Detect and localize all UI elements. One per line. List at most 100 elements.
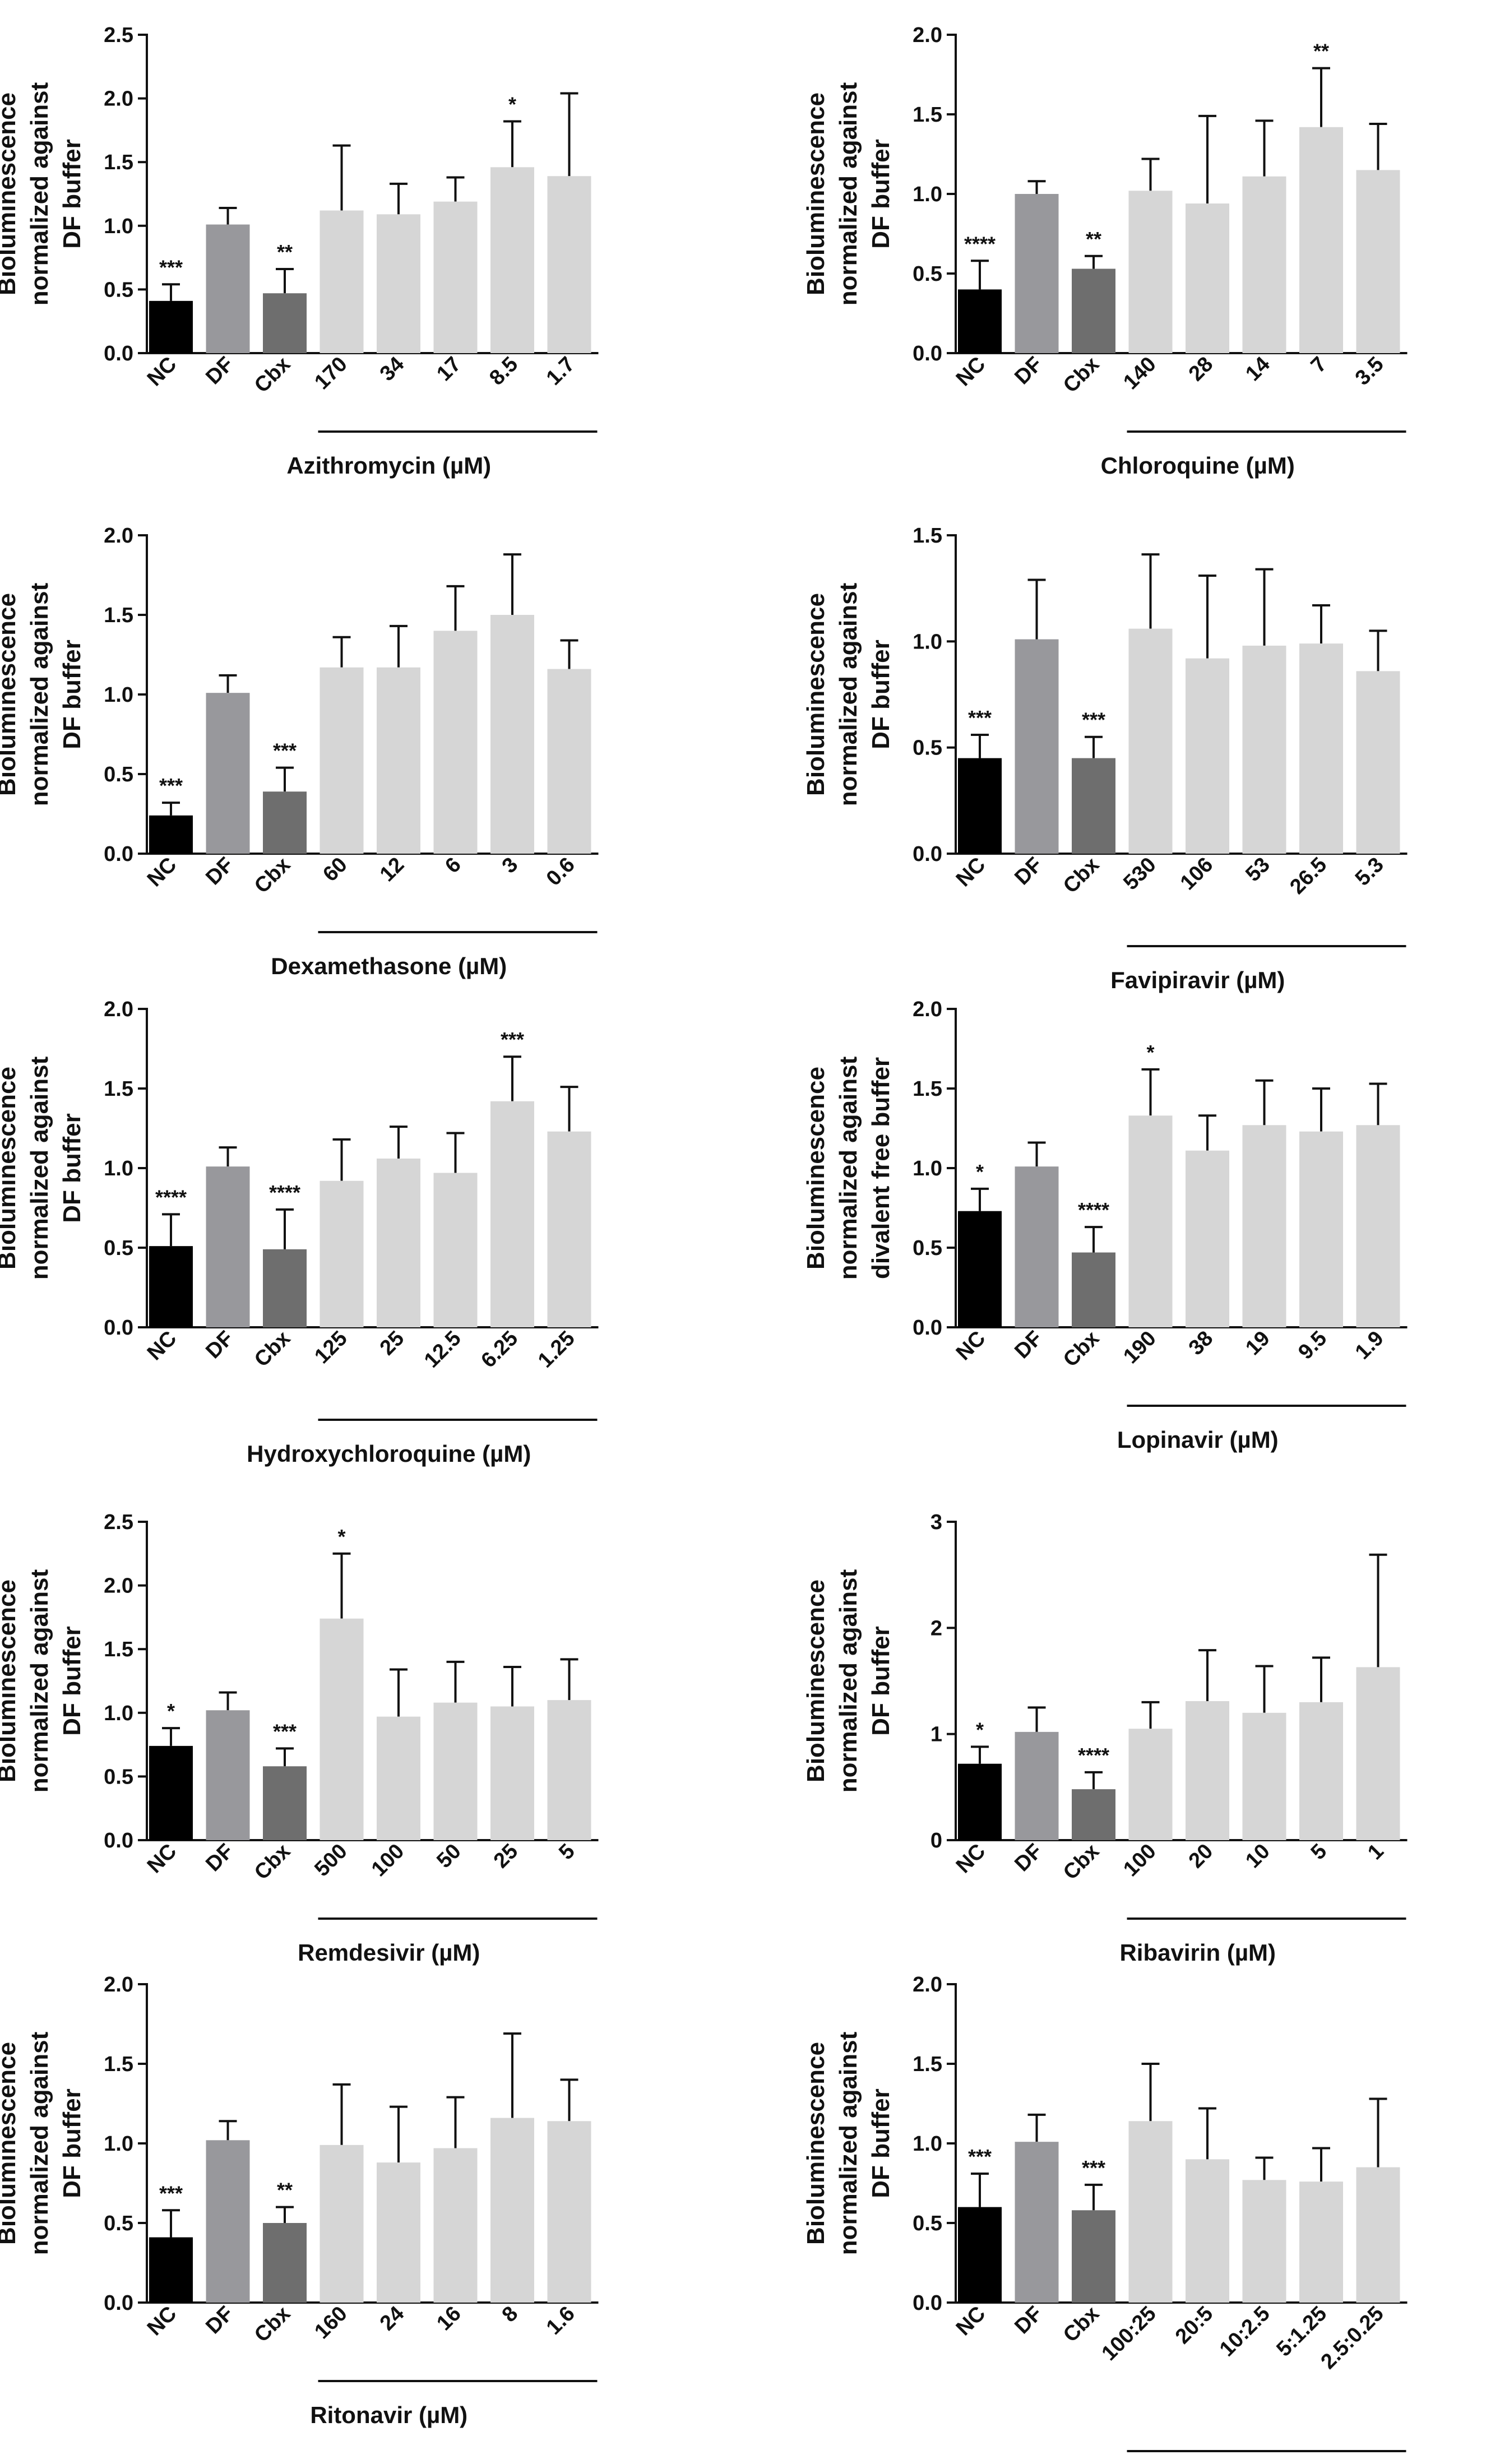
x-axis-title: Lopinavir (µM) bbox=[1117, 1426, 1279, 1453]
y-tick-label: 0.5 bbox=[104, 763, 133, 786]
bar-14 bbox=[1242, 176, 1286, 353]
x-category-label: Cbx bbox=[1059, 1327, 1104, 1372]
x-category-label: NC bbox=[143, 1840, 182, 1878]
y-tick-label: 0.5 bbox=[913, 1236, 942, 1260]
bar-100:25 bbox=[1128, 2121, 1173, 2303]
bar-20 bbox=[1186, 1701, 1229, 1840]
significance-marker: *** bbox=[1082, 708, 1105, 731]
bar-5 bbox=[1299, 1702, 1343, 1840]
y-tick-label: 0.5 bbox=[913, 262, 942, 286]
y-tick-label: 0.0 bbox=[913, 342, 942, 365]
bar-6 bbox=[433, 631, 478, 854]
bar-NC bbox=[958, 1763, 1002, 1840]
bar-NC bbox=[958, 758, 1002, 854]
bar-1.7 bbox=[547, 176, 591, 353]
chart-panel-7: 0.0 0.5 1.0 1.5 2.0 2.5 Bioluminescence normali… bbox=[0, 1511, 599, 1966]
x-category-label: 500 bbox=[310, 1840, 352, 1882]
bar-3 bbox=[490, 615, 534, 854]
bar-1.6 bbox=[547, 2121, 591, 2303]
x-category-label: 106 bbox=[1176, 853, 1218, 895]
significance-marker: * bbox=[167, 1699, 175, 1722]
bar-Cbx bbox=[263, 791, 307, 854]
y-axis-title-line: DF buffer bbox=[58, 1113, 86, 1223]
bar-53 bbox=[1242, 645, 1286, 854]
bar-2.5:0.25 bbox=[1356, 2167, 1400, 2303]
significance-marker: *** bbox=[501, 1028, 524, 1051]
y-tick-label: 2.0 bbox=[104, 1574, 133, 1598]
y-axis-title-line: Bioluminescence bbox=[802, 1580, 830, 1782]
y-tick-label: 1.0 bbox=[104, 1702, 133, 1725]
x-category-label: 2.5:0.25 bbox=[1317, 2302, 1388, 2374]
significance-marker: *** bbox=[968, 706, 992, 729]
y-axis-title-line: Bioluminescence bbox=[802, 92, 830, 295]
bar-106 bbox=[1186, 658, 1229, 854]
bar-DF bbox=[1015, 2142, 1059, 2303]
x-category-label: 100 bbox=[1119, 1840, 1161, 1882]
y-tick-label: 0.0 bbox=[104, 342, 133, 365]
significance-marker: *** bbox=[1082, 2156, 1105, 2179]
significance-marker: *** bbox=[159, 774, 183, 797]
x-category-label: 16 bbox=[432, 2302, 466, 2336]
y-axis-title: Bioluminescence normalized against DF buff… bbox=[0, 2031, 86, 2255]
y-tick-label: 0.5 bbox=[104, 278, 133, 302]
x-category-label: 12.5 bbox=[420, 1327, 466, 1373]
significance-marker: ** bbox=[277, 2179, 293, 2202]
significance-marker: *** bbox=[159, 256, 183, 279]
bar-NC bbox=[149, 2237, 193, 2303]
y-axis-title-line: DF buffer bbox=[867, 139, 895, 249]
y-tick-label: 1.5 bbox=[104, 2053, 133, 2076]
y-axis-title-line: Bioluminescence bbox=[0, 593, 21, 796]
x-category-label: NC bbox=[143, 1327, 182, 1365]
x-category-label: NC bbox=[143, 353, 182, 391]
x-category-label: 20:5 bbox=[1171, 2302, 1217, 2349]
x-category-label: 19 bbox=[1241, 1327, 1275, 1360]
y-tick-label: 1.0 bbox=[913, 1157, 942, 1180]
y-tick-label: 0.5 bbox=[104, 1236, 133, 1260]
x-category-label: 1.9 bbox=[1351, 1327, 1388, 1364]
y-axis-title-line: normalized against bbox=[835, 1056, 862, 1280]
bar-190 bbox=[1128, 1115, 1173, 1327]
x-category-label: 60 bbox=[318, 853, 352, 887]
x-category-label: DF bbox=[1010, 1327, 1047, 1364]
bar-DF bbox=[206, 224, 250, 353]
x-category-label: 5 bbox=[1307, 1840, 1332, 1865]
bar-DF bbox=[206, 693, 250, 854]
x-category-label: 53 bbox=[1241, 853, 1275, 887]
bar-0.6 bbox=[547, 669, 591, 854]
x-category-label: 125 bbox=[310, 1327, 352, 1369]
y-tick-label: 1.0 bbox=[104, 1157, 133, 1180]
x-category-label: 170 bbox=[310, 353, 352, 395]
significance-marker: * bbox=[508, 92, 516, 115]
chart-panel-1: 0.0 0.5 1.0 1.5 2.0 2.5 Bioluminescence normali… bbox=[0, 24, 599, 479]
x-category-label: Cbx bbox=[250, 353, 295, 397]
y-axis-title-line: normalized against bbox=[835, 1569, 862, 1793]
x-category-label: Cbx bbox=[250, 1327, 295, 1372]
y-axis-title-line: Bioluminescence bbox=[0, 1067, 21, 1270]
x-category-label: Cbx bbox=[1059, 2302, 1104, 2347]
bar-19 bbox=[1242, 1125, 1286, 1327]
bar-6.25 bbox=[490, 1101, 534, 1327]
y-tick-label: 0.5 bbox=[913, 2212, 942, 2235]
significance-marker: **** bbox=[1078, 1744, 1109, 1767]
y-tick-label: 2.0 bbox=[104, 524, 133, 548]
bar-Cbx bbox=[1072, 1789, 1115, 1840]
y-axis-title: Bioluminescence normalized against DF buff… bbox=[0, 1056, 86, 1280]
x-category-label: NC bbox=[143, 2302, 182, 2341]
y-tick-label: 2.0 bbox=[104, 998, 133, 1021]
x-category-label: 3 bbox=[498, 853, 523, 878]
bar-26.5 bbox=[1299, 643, 1343, 854]
bar-170 bbox=[320, 210, 364, 353]
x-category-label: DF bbox=[201, 1840, 238, 1877]
x-category-label: 6 bbox=[441, 853, 466, 878]
bar-5:1.25 bbox=[1299, 2182, 1343, 2303]
significance-marker: *** bbox=[968, 2145, 992, 2168]
bar-1 bbox=[1356, 1667, 1400, 1840]
y-tick-label: 0.0 bbox=[913, 1316, 942, 1340]
y-axis-title: Bioluminescence normalized against DF buff… bbox=[802, 1569, 895, 1793]
x-category-label: 38 bbox=[1184, 1327, 1218, 1360]
bar-NC bbox=[958, 289, 1002, 353]
y-axis-title-line: normalized against bbox=[835, 2031, 862, 2255]
bar-3.5 bbox=[1356, 170, 1400, 353]
bar-16 bbox=[433, 2148, 478, 2303]
chart-panel-3: 0.0 0.5 1.0 1.5 2.0 Bioluminescence normalized… bbox=[0, 524, 599, 979]
